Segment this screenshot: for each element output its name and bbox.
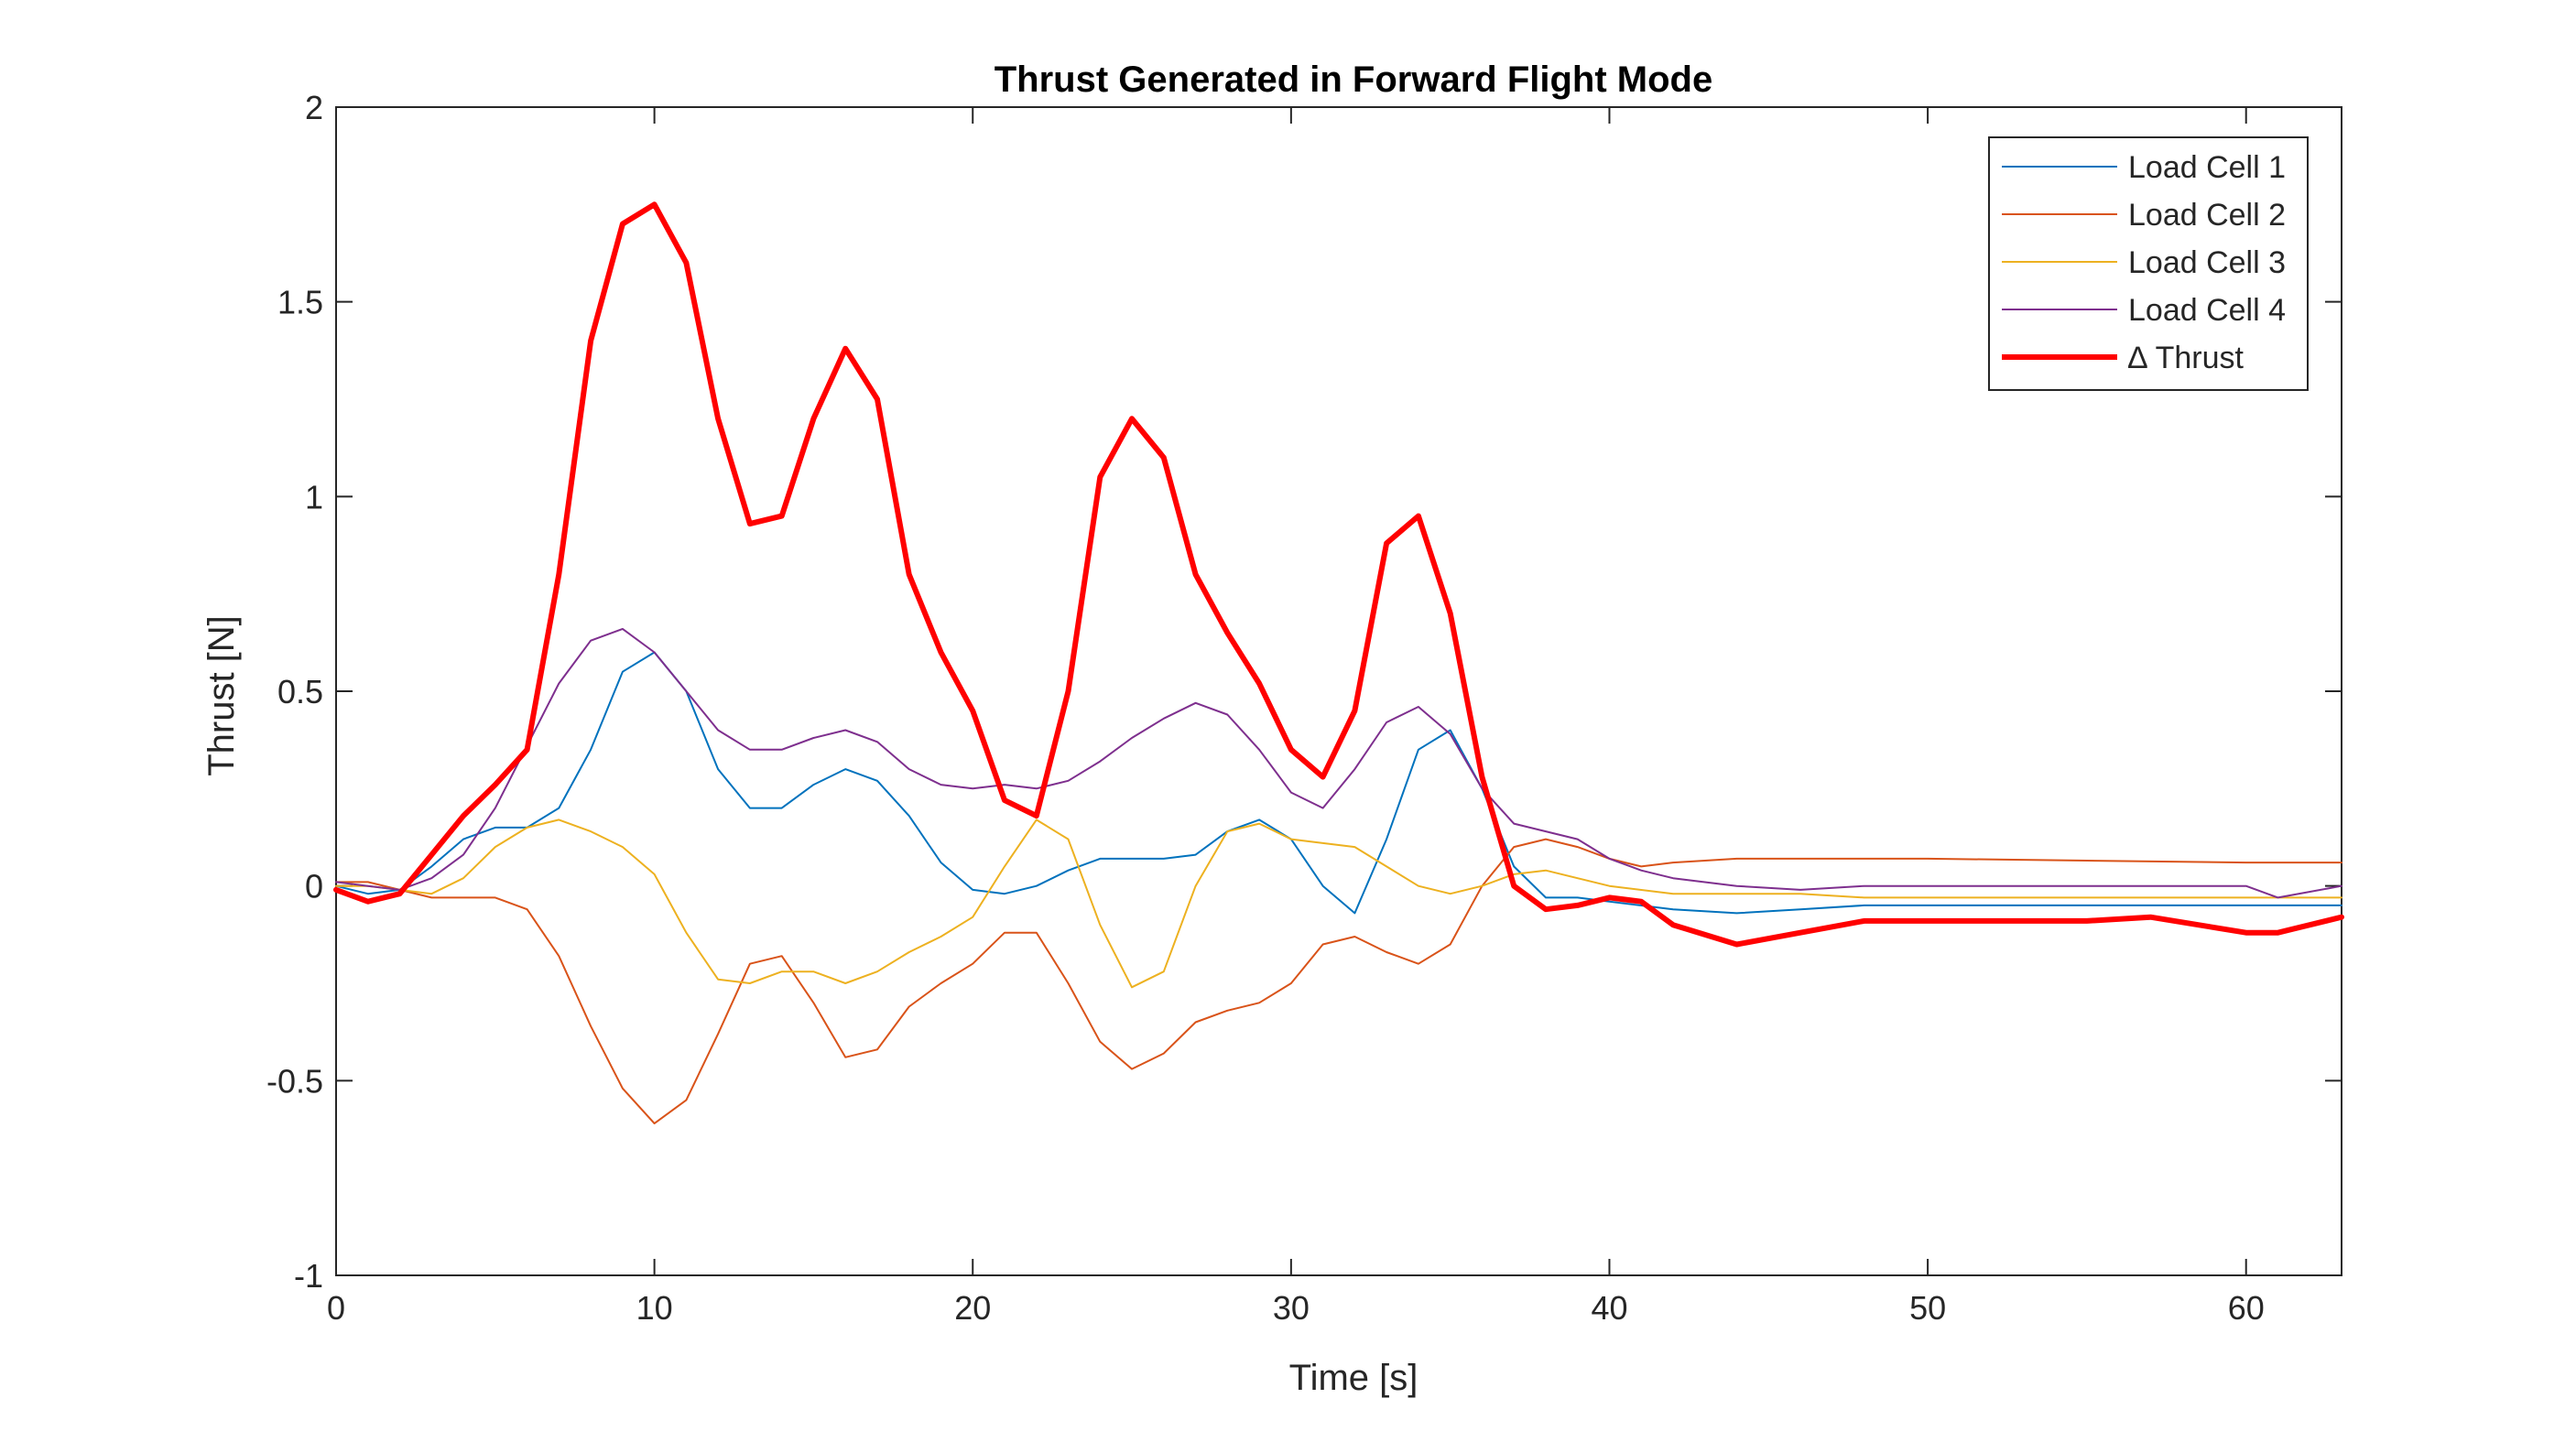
y-tick-label: 2 [305,89,323,126]
x-tick-label: 20 [954,1289,991,1327]
legend-label-3: Load Cell 3 [2128,245,2286,280]
x-tick-label: 30 [1273,1289,1310,1327]
legend-label-4: Load Cell 4 [2128,293,2286,328]
x-tick-label: 60 [2228,1289,2265,1327]
series-line-3 [335,818,2342,989]
series-line-4 [335,627,2342,899]
y-axis-label: Thrust [N] [201,615,242,776]
legend-label-1: Load Cell 1 [2128,150,2286,185]
x-tick-label: 0 [327,1289,345,1327]
y-tick-label: -1 [294,1257,323,1295]
series-line-2 [335,838,2342,1125]
chart-title: Thrust Generated in Forward Flight Mode [995,60,1712,100]
legend: Load Cell 1 Load Cell 2 Load Cell 3 Load Ce… [1988,136,2309,391]
series-line-5 [333,201,2344,948]
y-tick-label: 0.5 [277,673,323,710]
legend-label-5: ∆ Thrust [2128,341,2244,375]
legend-box [1988,136,2309,391]
y-tick-label: 0 [305,868,323,905]
y-tick-label: 1.5 [277,284,323,321]
x-tick-label: 10 [636,1289,673,1327]
x-tick-label: 40 [1591,1289,1627,1327]
x-axis-label: Time [s] [1289,1358,1418,1398]
x-tick-label: 50 [1909,1289,1946,1327]
y-tick-label: -0.5 [266,1062,323,1100]
y-tick-label: 1 [305,478,323,515]
series-line-1 [335,651,2342,915]
legend-label-2: Load Cell 2 [2128,198,2286,233]
